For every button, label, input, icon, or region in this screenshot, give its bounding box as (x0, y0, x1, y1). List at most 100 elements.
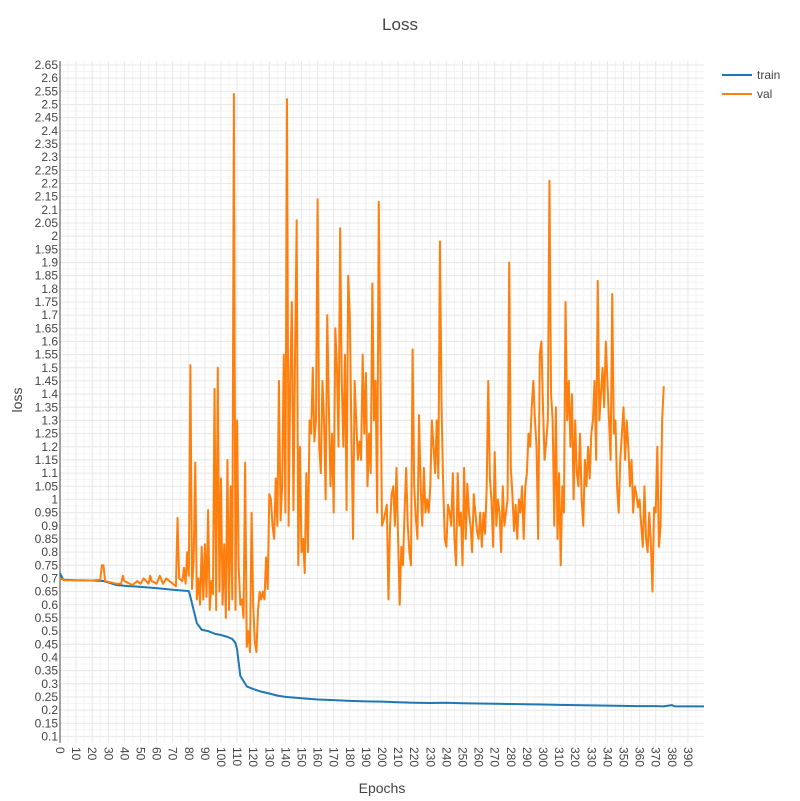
y-tick-label: 0.35 (35, 664, 59, 678)
y-tick-label: 0.3 (41, 677, 58, 691)
x-tick-label: 270 (488, 747, 502, 767)
y-tick-label: 1.6 (41, 334, 58, 348)
legend-label: train (757, 68, 780, 82)
x-tick-label: 170 (327, 747, 341, 767)
x-tick-label: 60 (150, 747, 164, 761)
y-tick-label: 0.1 (41, 729, 58, 743)
y-tick-label: 1.15 (35, 453, 59, 467)
x-tick-label: 140 (278, 747, 292, 767)
y-tick-label: 0.15 (35, 716, 59, 730)
x-tick-label: 280 (504, 747, 518, 767)
x-tick-label: 250 (456, 747, 470, 767)
grid-lines (59, 61, 704, 743)
y-tick-label: 0.2 (41, 703, 58, 717)
legend-item-val[interactable]: val (722, 87, 772, 101)
y-tick-label: 1.45 (35, 374, 59, 388)
x-tick-label: 90 (198, 747, 212, 761)
x-tick-label: 350 (617, 747, 631, 767)
y-tick-label: 1.65 (35, 321, 59, 335)
legend-item-train[interactable]: train (722, 68, 780, 82)
x-tick-label: 330 (584, 747, 598, 767)
y-tick-label: 1.25 (35, 427, 59, 441)
y-tick-label: 1.35 (35, 400, 59, 414)
x-tick-label: 360 (633, 747, 647, 767)
y-tick-label: 1.7 (41, 308, 58, 322)
y-tick-label: 0.7 (41, 571, 58, 585)
x-tick-label: 20 (85, 747, 99, 761)
x-tick-label: 150 (295, 747, 309, 767)
x-axis-label: Epochs (359, 780, 406, 796)
y-tick-label: 2.25 (35, 163, 59, 177)
x-tick-label: 50 (134, 747, 148, 761)
y-tick-label: 0.8 (41, 545, 58, 559)
x-tick-label: 370 (649, 747, 663, 767)
y-tick-label: 2 (51, 229, 58, 243)
x-tick-label: 100 (214, 747, 228, 767)
y-tick-label: 0.85 (35, 532, 59, 546)
y-tick-label: 2.05 (35, 216, 59, 230)
y-tick-label: 2.6 (41, 71, 58, 85)
y-axis-label: loss (9, 388, 25, 413)
y-tick-label: 0.9 (41, 519, 58, 533)
x-tick-label: 80 (182, 747, 196, 761)
series-lines (59, 92, 704, 708)
x-tick-label: 380 (665, 747, 679, 767)
x-tick-label: 160 (311, 747, 325, 767)
y-tick-label: 2.3 (41, 150, 58, 164)
legend-label: val (757, 87, 772, 101)
y-tick-label: 0.65 (35, 585, 59, 599)
chart-title: Loss (382, 15, 418, 34)
x-tick-label: 240 (439, 747, 453, 767)
x-tick-label: 40 (117, 747, 131, 761)
y-tick-label: 1.8 (41, 282, 58, 296)
x-tick-label: 30 (101, 747, 115, 761)
y-tick-label: 0.25 (35, 690, 59, 704)
x-tick-label: 70 (166, 747, 180, 761)
x-tick-label: 0 (53, 747, 67, 754)
tick-labels: 0.10.150.20.250.30.350.40.450.50.550.60.… (35, 58, 695, 767)
y-tick-label: 0.55 (35, 611, 59, 625)
x-tick-label: 220 (407, 747, 421, 767)
y-tick-label: 1 (51, 492, 58, 506)
y-tick-label: 1.3 (41, 413, 58, 427)
y-tick-label: 2.5 (41, 97, 58, 111)
legend[interactable]: train val (722, 68, 780, 101)
y-tick-label: 1.85 (35, 269, 59, 283)
y-tick-label: 0.4 (41, 650, 58, 664)
y-tick-label: 2.55 (35, 84, 59, 98)
x-tick-label: 200 (375, 747, 389, 767)
y-tick-label: 0.6 (41, 598, 58, 612)
series-line-train (59, 572, 704, 708)
x-tick-label: 260 (472, 747, 486, 767)
x-tick-label: 120 (246, 747, 260, 767)
x-tick-label: 210 (391, 747, 405, 767)
x-tick-label: 340 (600, 747, 614, 767)
x-tick-label: 10 (69, 747, 83, 761)
y-tick-label: 1.95 (35, 242, 59, 256)
x-tick-label: 390 (681, 747, 695, 767)
y-tick-label: 2.15 (35, 190, 59, 204)
x-tick-label: 180 (343, 747, 357, 767)
y-tick-label: 2.35 (35, 137, 59, 151)
y-tick-label: 1.4 (41, 387, 58, 401)
x-tick-label: 300 (536, 747, 550, 767)
x-tick-label: 290 (520, 747, 534, 767)
y-tick-label: 1.5 (41, 361, 58, 375)
x-tick-label: 190 (359, 747, 373, 767)
y-tick-label: 1.75 (35, 295, 59, 309)
y-tick-label: 1.2 (41, 440, 58, 454)
y-tick-label: 1.9 (41, 255, 58, 269)
y-tick-label: 0.75 (35, 558, 59, 572)
y-tick-label: 2.2 (41, 176, 58, 190)
y-tick-label: 0.5 (41, 624, 58, 638)
x-tick-label: 320 (568, 747, 582, 767)
y-tick-label: 2.1 (41, 203, 58, 217)
y-tick-label: 2.45 (35, 111, 59, 125)
x-tick-label: 110 (230, 747, 244, 766)
y-tick-label: 2.4 (41, 124, 58, 138)
x-tick-label: 130 (262, 747, 276, 767)
y-tick-label: 1.1 (41, 466, 58, 480)
x-tick-label: 310 (552, 747, 566, 767)
series-line-val (59, 92, 665, 654)
